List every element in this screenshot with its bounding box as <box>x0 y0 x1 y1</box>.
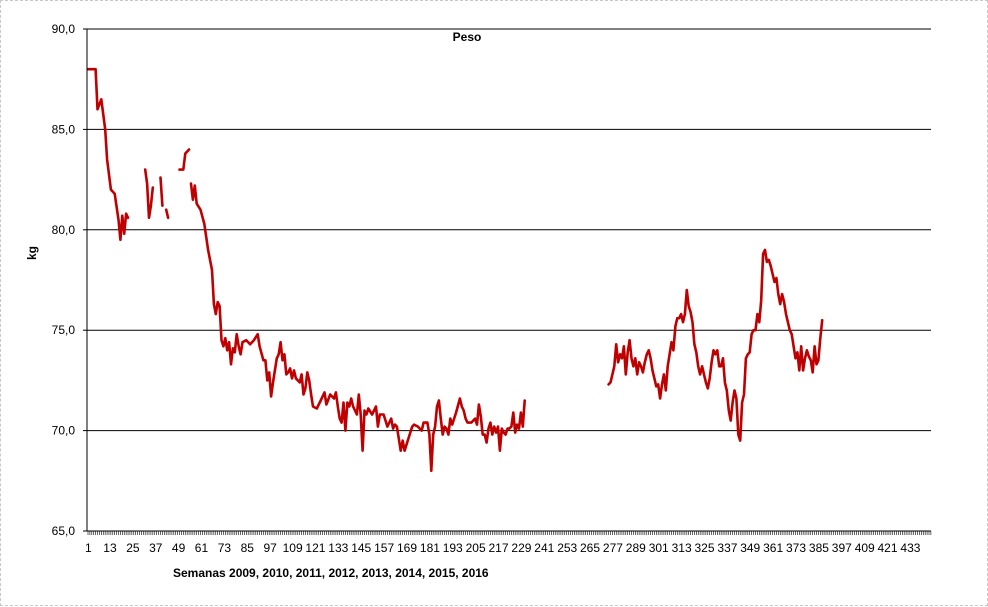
y-tick-label: 75,0 <box>52 323 76 337</box>
series-lines <box>86 67 824 473</box>
x-tick-label: 1 <box>85 541 92 555</box>
x-tick-label: 181 <box>420 541 440 555</box>
x-tick-label: 421 <box>878 541 898 555</box>
x-axis-label: Semanas 2009, 2010, 2011, 2012, 2013, 20… <box>173 566 489 580</box>
x-tick-label: 349 <box>740 541 760 555</box>
y-tick-label: 65,0 <box>52 524 76 538</box>
x-tick-label: 325 <box>695 541 715 555</box>
x-tick-label: 121 <box>305 541 325 555</box>
x-tick-labels: 1 13 25 37 49 61 73 85 97 109 121 133 145 157 169 181 19… <box>85 541 921 555</box>
x-tick-label: 385 <box>809 541 829 555</box>
series-line <box>189 182 527 473</box>
gridlines <box>83 28 931 532</box>
x-tick-label: 397 <box>832 541 852 555</box>
y-tick-label: 90,0 <box>52 22 76 36</box>
x-tick-label: 361 <box>763 541 783 555</box>
x-tick-label: 97 <box>264 541 278 555</box>
x-tick-label: 37 <box>149 541 163 555</box>
x-tick-label: 157 <box>374 541 394 555</box>
y-tick-label: 70,0 <box>52 424 76 438</box>
x-tick-label: 109 <box>283 541 303 555</box>
x-tick-label: 265 <box>580 541 600 555</box>
x-tick-label: 25 <box>126 541 140 555</box>
x-ticks <box>87 531 932 535</box>
x-tick-label: 253 <box>557 541 577 555</box>
x-tick-label: 49 <box>172 541 186 555</box>
series-line <box>143 168 155 220</box>
x-tick-label: 373 <box>786 541 806 555</box>
x-tick-label: 13 <box>103 541 117 555</box>
series-line <box>159 176 164 207</box>
x-tick-label: 133 <box>328 541 348 555</box>
x-tick-label: 337 <box>717 541 737 555</box>
series-line <box>178 148 191 171</box>
series-line <box>86 67 130 242</box>
series-line <box>607 248 824 442</box>
x-tick-label: 277 <box>603 541 623 555</box>
chart-title: Peso <box>453 30 482 44</box>
x-tick-label: 313 <box>672 541 692 555</box>
x-tick-label: 205 <box>466 541 486 555</box>
x-tick-label: 289 <box>626 541 646 555</box>
y-tick-labels: 65,0 70,0 75,0 80,0 85,0 90,0 <box>52 22 76 538</box>
x-tick-label: 85 <box>241 541 255 555</box>
x-tick-label: 169 <box>397 541 417 555</box>
x-tick-label: 217 <box>489 541 509 555</box>
x-tick-label: 433 <box>900 541 920 555</box>
y-tick-label: 80,0 <box>52 223 76 237</box>
x-tick-label: 73 <box>218 541 232 555</box>
x-tick-label: 229 <box>511 541 531 555</box>
x-tick-label: 145 <box>351 541 371 555</box>
x-tick-label: 241 <box>534 541 554 555</box>
x-tick-label: 409 <box>855 541 875 555</box>
x-tick-label: 301 <box>649 541 669 555</box>
y-axis-label: kg <box>25 246 39 260</box>
y-tick-label: 85,0 <box>52 122 76 136</box>
series-line <box>164 208 170 220</box>
x-tick-label: 61 <box>195 541 209 555</box>
x-tick-label: 193 <box>443 541 463 555</box>
